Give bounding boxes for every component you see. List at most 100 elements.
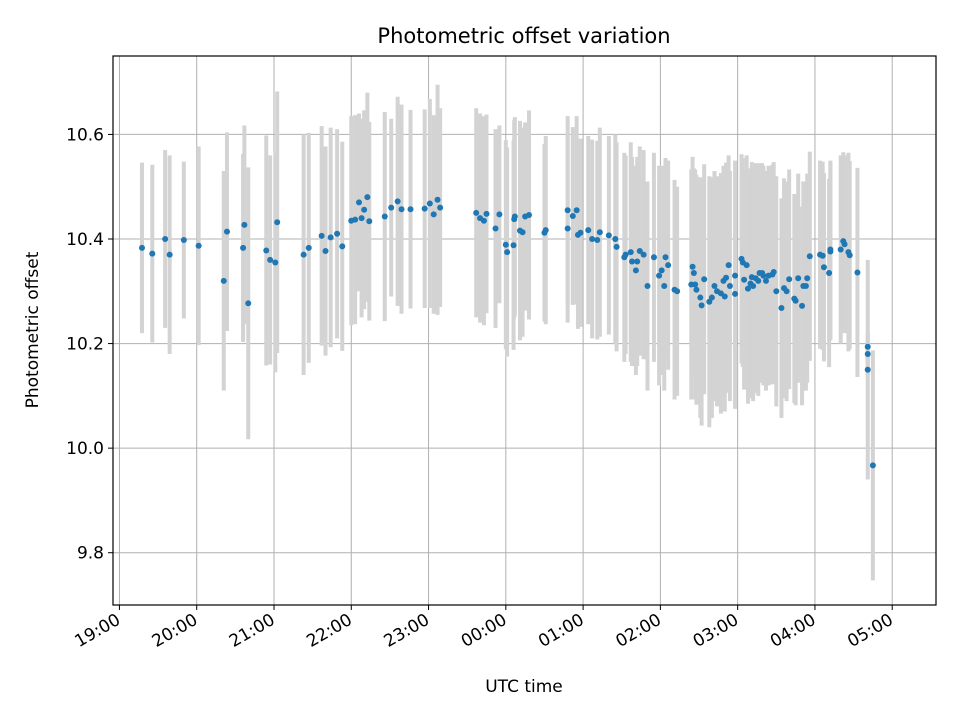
data-point [708,294,715,301]
data-point [837,246,844,253]
data-point [585,227,592,234]
data-point [564,207,571,214]
data-point [519,229,526,236]
data-point [820,264,827,271]
data-point [352,216,359,223]
data-point [665,262,672,269]
data-point [366,218,373,225]
data-point [864,351,871,358]
data-point [869,462,876,469]
data-point [795,275,802,282]
data-point [589,236,596,242]
data-point [267,256,274,263]
data-point [755,277,762,284]
data-point [841,241,848,248]
y-tick-label: 10.4 [66,230,104,250]
data-point [245,300,252,307]
data-point [437,204,444,211]
data-point [826,269,833,276]
data-point [656,272,663,279]
data-point [636,248,643,255]
data-point [786,276,793,283]
data-point [569,212,576,219]
data-point [744,285,751,292]
data-point [394,198,401,205]
chart-title: Photometric offset variation [377,24,670,48]
data-point [799,302,806,309]
data-point [701,276,708,283]
y-axis-label: Photometric offset [23,251,43,408]
data-point [263,247,270,254]
data-point [407,206,414,213]
data-point [640,251,647,258]
data-point [773,288,780,295]
data-point [398,206,405,213]
data-point [674,288,681,295]
data-point [339,243,346,250]
data-point [711,283,718,290]
data-point [650,254,657,261]
data-point [622,251,629,258]
data-point [480,217,487,224]
data-point [305,244,312,251]
data-point [806,253,813,260]
data-point [564,225,571,232]
data-point [388,204,395,211]
data-point [778,305,785,312]
data-points [138,194,876,469]
data-point [483,210,490,217]
data-point [802,283,809,290]
data-point [596,229,603,236]
data-point [726,283,733,290]
data-point [272,259,279,266]
data-point [854,269,861,276]
data-point [732,272,739,279]
data-point [573,207,580,214]
data-point [361,206,368,213]
data-point [743,262,750,269]
data-point [634,258,641,265]
data-point [613,243,620,250]
data-point [698,302,705,309]
y-tick-label: 10.0 [66,439,104,459]
data-point [741,276,748,283]
data-point [430,211,437,218]
data-point [750,283,757,290]
data-point [732,290,739,297]
data-point [577,229,584,236]
data-point [792,297,799,304]
data-point [629,258,636,265]
data-point [644,283,651,290]
data-point [504,249,511,256]
data-point [627,249,634,256]
data-point [864,366,871,373]
data-point [364,194,371,201]
data-point [723,274,730,281]
data-point [662,254,669,261]
data-point [274,219,281,226]
data-point [223,228,230,235]
data-point [760,272,767,279]
data-point [138,244,145,251]
data-point [162,236,169,242]
data-point [721,293,728,300]
data-point [166,251,173,258]
data-point [511,213,518,220]
data-point [492,225,499,232]
data-point [473,209,480,216]
data-point [502,241,509,248]
data-point [510,242,517,249]
data-point [241,221,248,228]
y-tick-label: 10.6 [66,125,104,145]
y-tick-label: 9.8 [77,544,104,564]
data-point [864,343,871,350]
data-point [318,232,325,239]
data-point [180,237,187,244]
data-point [804,275,811,282]
y-axis: 9.8 10.0 10.2 10.4 10.6 [66,125,113,564]
data-point [355,199,362,206]
data-point [542,227,549,234]
data-point [594,237,601,244]
data-point [149,250,156,257]
